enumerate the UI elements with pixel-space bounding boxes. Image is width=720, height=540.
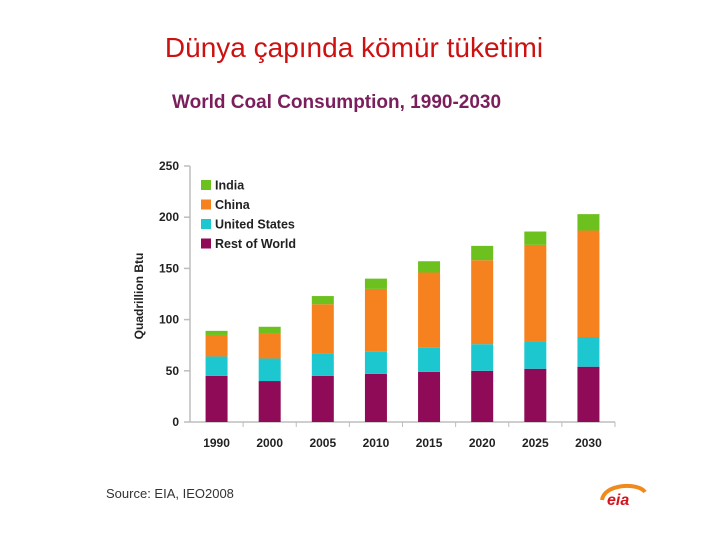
legend-swatch xyxy=(201,219,211,229)
bar-segment-rest-of-world xyxy=(418,371,441,422)
x-tick-label: 1990 xyxy=(203,436,230,450)
bar-segment-rest-of-world xyxy=(524,368,547,422)
bar-segment-china xyxy=(418,272,441,348)
bar-segment-rest-of-world xyxy=(471,370,494,422)
bar-segment-india xyxy=(418,261,441,273)
x-tick-label: 2025 xyxy=(522,436,549,450)
bar-segment-united-states xyxy=(418,347,441,372)
y-tick-label: 50 xyxy=(166,364,180,378)
slide-title: Dünya çapında kömür tüketimi xyxy=(164,32,544,63)
bar-segment-china xyxy=(205,334,228,357)
bar-segment-rest-of-world xyxy=(258,381,281,422)
legend-swatch xyxy=(201,180,211,190)
bar-segment-china xyxy=(577,230,600,338)
source-note: Source: EIA, IEO2008 xyxy=(106,486,234,501)
bar-segment-china xyxy=(258,333,281,359)
bar-segment-united-states xyxy=(524,341,547,369)
legend-label: China xyxy=(215,198,251,212)
x-tick-label: 2005 xyxy=(309,436,336,450)
bar-segment-india xyxy=(205,330,228,335)
bar-segment-united-states xyxy=(577,337,600,367)
bar-segment-china xyxy=(311,304,334,354)
y-tick-label: 250 xyxy=(159,159,179,173)
chart-title: World Coal Consumption, 1990-2030 xyxy=(172,92,502,113)
bar-segment-india xyxy=(258,326,281,334)
bar-segment-rest-of-world xyxy=(364,373,387,422)
legend-label: Rest of World xyxy=(215,237,296,251)
x-tick-label: 2000 xyxy=(256,436,283,450)
bar-segment-united-states xyxy=(311,353,334,376)
bar-segment-rest-of-world xyxy=(311,375,334,422)
eia-logo: eia xyxy=(600,483,647,509)
bar-segment-china xyxy=(471,260,494,345)
bar-segment-india xyxy=(524,231,547,245)
y-axis-label: Quadrillion Btu xyxy=(132,253,146,340)
bar-segment-rest-of-world xyxy=(577,366,600,422)
bar-segment-rest-of-world xyxy=(205,375,228,422)
x-tick-label: 2020 xyxy=(469,436,496,450)
x-tick-label: 2015 xyxy=(416,436,443,450)
x-tick-label: 2030 xyxy=(575,436,602,450)
bar-segment-china xyxy=(524,244,547,342)
bar-segment-india xyxy=(364,278,387,289)
legend-swatch xyxy=(201,238,211,249)
legend-label: United States xyxy=(215,218,295,232)
bar-segment-united-states xyxy=(205,356,228,376)
bar-segment-india xyxy=(577,214,600,231)
y-tick-label: 100 xyxy=(159,313,179,327)
bar-segment-united-states xyxy=(364,351,387,374)
bar-segment-india xyxy=(311,296,334,305)
x-tick-label: 2010 xyxy=(363,436,390,450)
bar-segment-china xyxy=(364,288,387,352)
svg-text:eia: eia xyxy=(607,492,629,509)
bar-segment-india xyxy=(471,245,494,261)
y-tick-label: 200 xyxy=(159,210,179,224)
bar-segment-united-states xyxy=(258,358,281,382)
y-tick-label: 0 xyxy=(172,415,179,429)
y-tick-label: 150 xyxy=(159,261,179,275)
legend-swatch xyxy=(201,199,211,210)
bar-segment-united-states xyxy=(471,344,494,371)
legend-label: India xyxy=(215,179,245,193)
